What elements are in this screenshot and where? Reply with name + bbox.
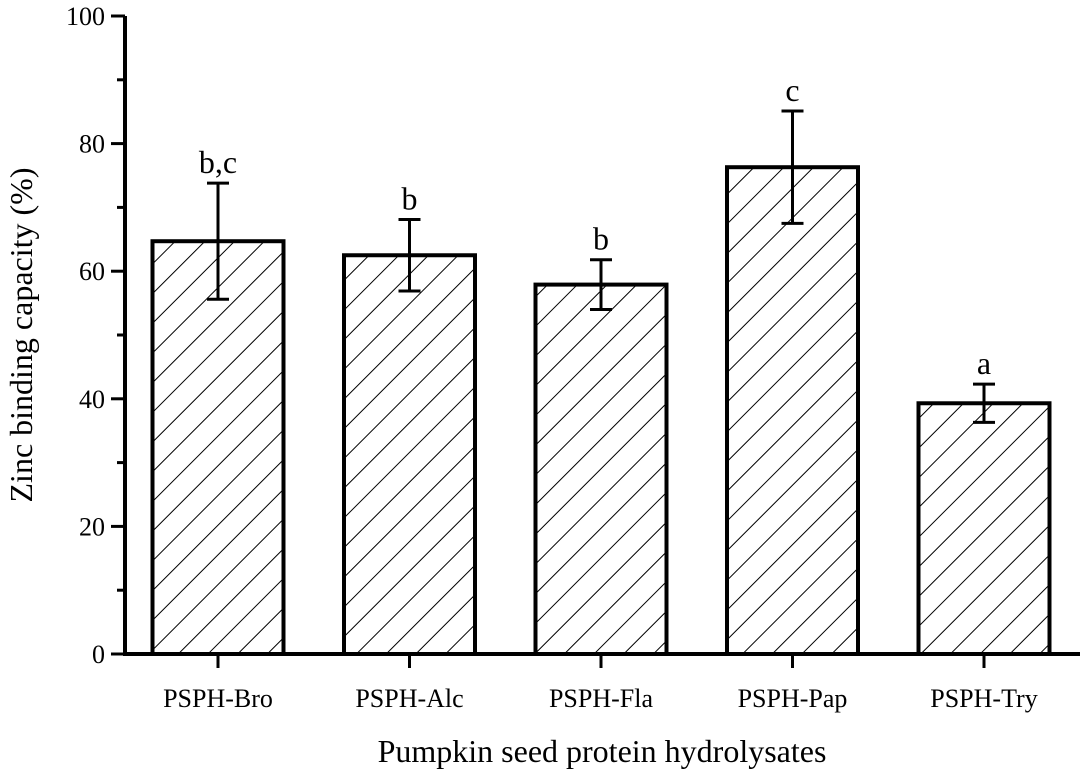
bar-group-psph-alc: b <box>342 181 477 656</box>
significance-label: b,c <box>199 144 237 180</box>
bar <box>150 239 286 657</box>
y-tick-label: 0 <box>92 640 105 669</box>
y-tick-label: 40 <box>79 385 105 414</box>
x-tick-label: PSPH-Try <box>930 684 1037 713</box>
x-axis-title: Pumpkin seed protein hydrolysates <box>378 733 827 769</box>
bar <box>916 401 1052 656</box>
bar-group-psph-try: a <box>916 345 1052 656</box>
bar-group-psph-fla: b <box>533 221 669 656</box>
y-tick-label: 20 <box>79 512 105 541</box>
y-axis-title: Zinc binding capacity (%) <box>3 168 39 503</box>
significance-label: b <box>593 221 609 257</box>
x-tick-label: PSPH-Bro <box>163 684 273 713</box>
significance-label: b <box>402 181 418 217</box>
bars-layer: b,c b b c a <box>150 72 1052 657</box>
y-tick-label: 80 <box>79 130 105 159</box>
x-tick-label: PSPH-Alc <box>355 684 463 713</box>
bar-group-psph-pap: c <box>725 72 860 656</box>
significance-label: a <box>977 345 991 381</box>
y-tick-label: 60 <box>79 257 105 286</box>
y-tick-label: 100 <box>66 2 105 31</box>
ticks-layer: PSPH-Bro PSPH-Alc PSPH-Fla PSPH-Pap PSPH-Try… <box>66 2 1038 713</box>
bar <box>533 282 669 656</box>
bar <box>725 165 860 656</box>
significance-label: c <box>785 72 799 108</box>
bar-group-psph-bro: b,c <box>150 144 286 657</box>
x-tick-label: PSPH-Pap <box>738 684 848 713</box>
x-tick-label: PSPH-Fla <box>549 684 653 713</box>
bar <box>342 253 477 656</box>
